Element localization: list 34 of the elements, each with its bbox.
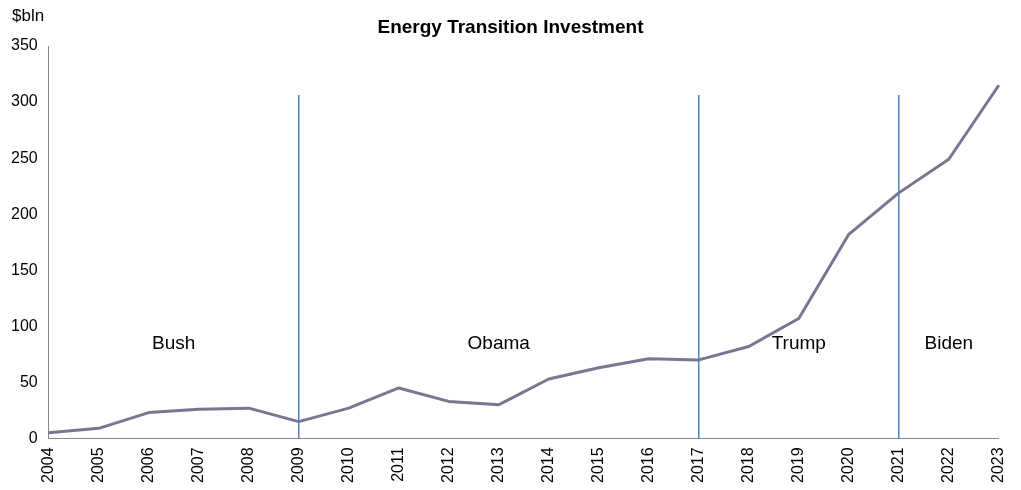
x-tick-label: 2004 bbox=[39, 447, 57, 483]
y-tick-label: 200 bbox=[10, 204, 38, 222]
x-tick-label: 2022 bbox=[939, 447, 957, 483]
annotation: Obama bbox=[467, 332, 531, 354]
x-tick-label: 2017 bbox=[689, 447, 707, 483]
x-tick-label: 2019 bbox=[789, 447, 807, 483]
x-tick-label: 2008 bbox=[239, 447, 257, 483]
x-tick-label: 2014 bbox=[539, 447, 557, 483]
x-tick-label: 2018 bbox=[739, 447, 757, 483]
annotation: Biden bbox=[924, 332, 974, 354]
y-tick-label: 0 bbox=[28, 428, 38, 446]
chart-title: Energy Transition Investment bbox=[377, 16, 644, 37]
x-tick-label: 2011 bbox=[389, 447, 407, 482]
y-tick-label: 350 bbox=[10, 36, 38, 54]
x-tick-label: 2010 bbox=[339, 447, 357, 483]
y-tick-label: 250 bbox=[10, 148, 38, 166]
x-tick-label: 2015 bbox=[589, 447, 607, 483]
x-tick-label: 2013 bbox=[489, 447, 507, 483]
y-tick-label: 100 bbox=[10, 316, 38, 334]
x-tick-label: 2006 bbox=[139, 447, 157, 483]
x-tick-label: 2020 bbox=[839, 447, 857, 483]
x-tick-label: 2007 bbox=[189, 447, 207, 483]
annotation: Trump bbox=[771, 332, 826, 354]
y-tick-label: 150 bbox=[10, 260, 38, 278]
x-tick-label: 2005 bbox=[89, 447, 107, 483]
x-tick-label: 2009 bbox=[289, 447, 307, 483]
x-tick-label: 2016 bbox=[639, 447, 657, 483]
x-tick-label: 2012 bbox=[439, 447, 457, 483]
x-tick-label: 2023 bbox=[989, 447, 1007, 483]
y-axis-title: $bln bbox=[12, 6, 45, 26]
y-tick-label: 50 bbox=[19, 372, 38, 390]
x-tick-label: 2021 bbox=[889, 447, 907, 483]
annotation: Bush bbox=[152, 332, 196, 354]
y-tick-label: 300 bbox=[10, 92, 38, 110]
